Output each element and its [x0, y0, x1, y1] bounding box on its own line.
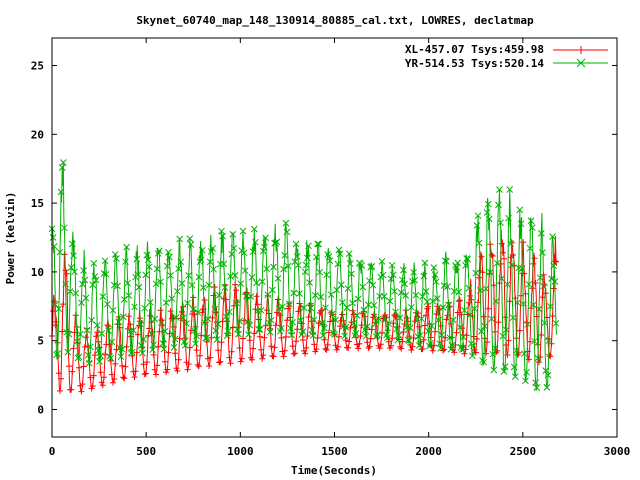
- x-axis: 0 500 1000 1500 2000 2500 3000: [49, 38, 631, 458]
- x-tick-label: 1500: [321, 445, 348, 458]
- x-tick-label: 2000: [415, 445, 442, 458]
- legend-marker-yr: [576, 58, 586, 68]
- x-tick-label: 500: [136, 445, 156, 458]
- legend-label-yr: YR-514.53 Tsys:520.14: [405, 57, 544, 70]
- y-tick-label: 25: [31, 60, 44, 73]
- y-tick-label: 20: [31, 128, 44, 141]
- plot-data: [48, 159, 560, 395]
- series-line: [51, 162, 557, 391]
- x-tick-label: 3000: [604, 445, 631, 458]
- y-tick-label: 5: [37, 335, 44, 348]
- legend-label-xl: XL-457.07 Tsys:459.98: [405, 43, 544, 56]
- chart-title: Skynet_60740_map_148_130914_80885_cal.tx…: [136, 14, 534, 27]
- y-tick-label: 15: [31, 197, 44, 210]
- legend: XL-457.07 Tsys:459.98 YR-514.53 Tsys:520…: [405, 43, 608, 70]
- x-tick-label: 0: [49, 445, 56, 458]
- x-tick-label: 1000: [227, 445, 254, 458]
- y-tick-label: 10: [31, 266, 44, 279]
- legend-marker-xl: [577, 46, 585, 54]
- x-tick-label: 2500: [510, 445, 537, 458]
- y-tick-label: 0: [37, 403, 44, 416]
- x-axis-label: Time(Seconds): [291, 464, 377, 477]
- y-axis-label: Power (kelvin): [4, 192, 17, 285]
- y-axis: 0 5 10 15 20 25: [31, 60, 617, 416]
